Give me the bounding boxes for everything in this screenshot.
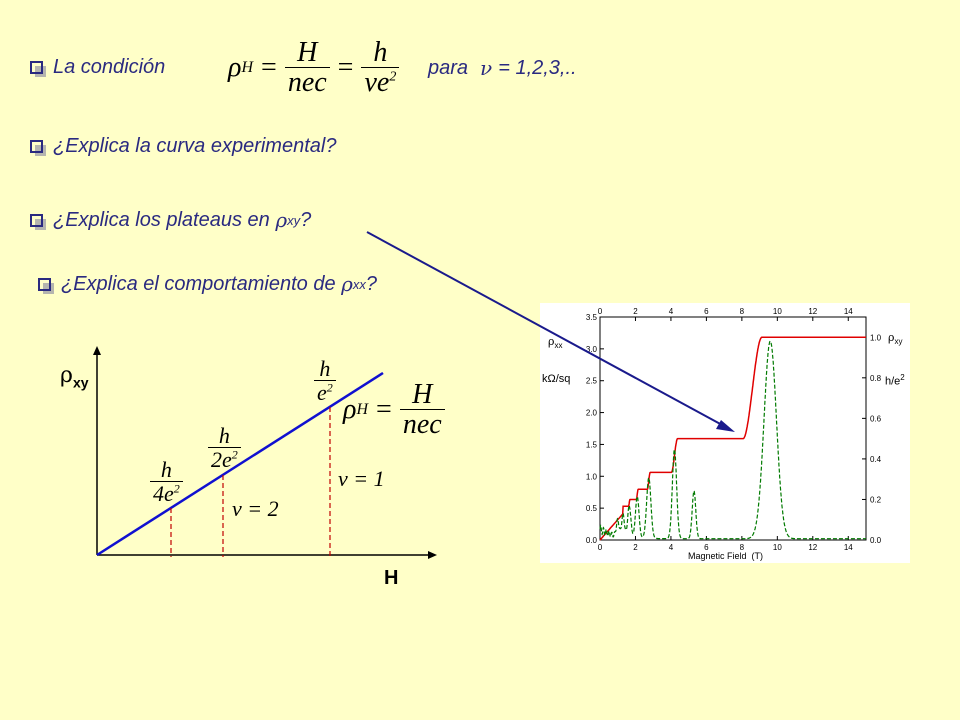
bottom-tick-label: 14 [844, 543, 853, 552]
rho-symbol: ρ [275, 208, 288, 232]
left-tick-label: 1.0 [586, 472, 598, 481]
top-tick-label: 6 [704, 307, 709, 316]
x-axis-label-magnetic-field: Magnetic Field (T) [688, 551, 764, 561]
top-tick-label: 0 [598, 307, 603, 316]
plot-frame [599, 316, 867, 541]
frac-h-2e2: h 2e2 [208, 424, 241, 471]
y-axis-arrow [93, 346, 101, 355]
formula-sub: H [241, 58, 254, 76]
experimental-figure: 0 2 4 6 8 10 12 14 0 2 4 6 8 10 12 14 0.0 0.5 1.0 1.5 2.0 2.5… [540, 303, 910, 563]
right-tick-label: 0.0 [870, 536, 882, 545]
rho-sub: xx [352, 276, 366, 292]
bullet-condition: La condición [30, 56, 165, 79]
right-tick-label: 0.8 [870, 374, 882, 383]
bottom-tick-label: 2 [633, 543, 638, 552]
para-text: para [428, 56, 469, 79]
nu-values: = 1,2,3,.. [498, 56, 577, 79]
rho-sub: xy [287, 212, 301, 228]
bullet-box-icon [38, 277, 54, 294]
right-tick-label: 0.6 [870, 414, 882, 423]
top-tick-label: 8 [740, 307, 745, 316]
left-tick-label: 2.5 [586, 377, 598, 386]
right-tick-label: 0.4 [870, 455, 882, 464]
bullet-box-icon [30, 61, 46, 77]
bottom-tick-label: 10 [773, 543, 782, 552]
right-axis-unit: h/e2 [885, 373, 905, 388]
bullet-box-icon [30, 213, 46, 230]
left-tick-label: 2.0 [586, 409, 598, 418]
frac-h-4e2: h 4e2 [150, 458, 183, 505]
bullet-experimental-curve-text: ¿Explica la curva experimental? [53, 135, 337, 157]
bullet-rho-xx-text: ¿Explica el comportamiento de [61, 272, 342, 295]
bottom-tick-label: 12 [808, 543, 817, 552]
left-tick-label: 0.5 [586, 504, 598, 513]
formula-den2: νe2 [361, 67, 400, 98]
formula-rho: ρ [228, 51, 242, 83]
x-axis-arrow [428, 551, 437, 559]
frac-h-e2: h e2 [314, 357, 336, 404]
rho-symbol: ρ [341, 272, 353, 296]
left-tick-label: 3.5 [586, 313, 598, 322]
top-tick-label: 12 [808, 307, 817, 316]
bottom-tick-label: 0 [598, 543, 603, 552]
bullet-plateaus-text: ¿Explica los plateaus en [53, 208, 276, 231]
formula-frac2: h νe2 [361, 37, 400, 98]
top-tick-label: 2 [633, 307, 638, 316]
left-tick-label: 1.5 [586, 440, 598, 449]
bottom-tick-label: 6 [704, 543, 709, 552]
formula-num2: h [373, 37, 388, 68]
x-axis-label: H [384, 567, 399, 589]
formula-frac1: H nec [284, 37, 330, 98]
top-tick-label: 10 [773, 307, 782, 316]
top-tick-label: 14 [844, 307, 853, 316]
nu-symbol: ν [480, 56, 493, 80]
bottom-tick-label: 4 [669, 543, 674, 552]
bottom-tick-label: 8 [740, 543, 745, 552]
bullet-rho-xx-behavior: ¿Explica el comportamiento de ρ xx? [38, 272, 377, 296]
right-tick-label: 0.2 [870, 495, 882, 504]
bullet-box-icon [30, 140, 46, 156]
bullet-condition-text: La condición [53, 56, 166, 78]
rho-xx-curve [599, 340, 866, 540]
nu-2-label: ν = 2 [232, 496, 279, 521]
formula-den1: nec [284, 67, 330, 98]
experimental-plot: 0 2 4 6 8 10 12 14 0 2 4 6 8 10 12 14 0.0 0.5 1.0 1.5 2.0 2.5… [586, 307, 882, 552]
bullet-experimental-curve: ¿Explica la curva experimental? [30, 135, 336, 158]
bullet-condition-para: para ν = 1,2,3,.. [428, 56, 577, 80]
rho-xy-curve [599, 336, 866, 541]
left-axis-unit: kΩ/sq [542, 373, 571, 385]
formula-num1: H [297, 37, 318, 68]
nu-1-label: ν = 1 [338, 466, 385, 491]
formula-eq1: = [261, 51, 277, 83]
left-tick-label: 3.0 [586, 345, 598, 354]
bullet-plateaus: ¿Explica los plateaus en ρ xy? [30, 208, 311, 232]
formula-eq2: = [337, 51, 354, 83]
right-axis-rho-label: ρxy [888, 331, 903, 347]
left-axis-rho-label: ρxx [548, 335, 563, 351]
left-tick-label: 0.0 [586, 536, 598, 545]
y-axis-label: ρxy [60, 363, 89, 391]
right-tick-label: 1.0 [870, 333, 882, 342]
top-tick-label: 4 [669, 307, 674, 316]
